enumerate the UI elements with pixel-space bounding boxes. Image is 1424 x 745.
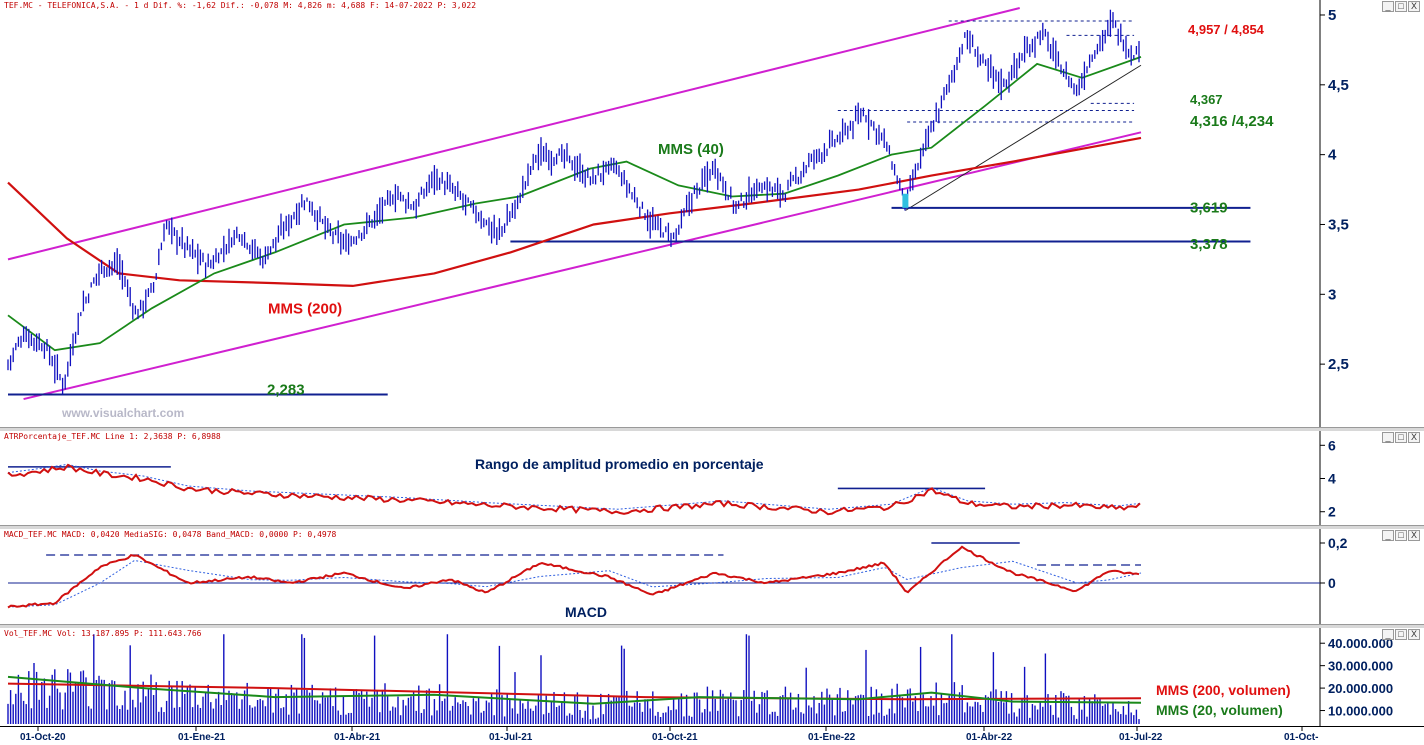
macd-panel-window-buttons: _ □ X xyxy=(1381,530,1420,541)
x-tick-label: 01-Oct- xyxy=(1284,732,1318,743)
maximize-icon[interactable]: □ xyxy=(1395,1,1407,12)
x-tick-label: 01-Jul-21 xyxy=(489,732,533,743)
atr-panel-window-buttons: _ □ X xyxy=(1381,432,1420,443)
volume-panel-header: Vol_TEF.MC Vol: 13.187.895 P: 111.643.76… xyxy=(4,629,202,638)
macd-signal-line xyxy=(7,559,1142,608)
y-tick-label: 20.000.000 xyxy=(1328,681,1393,696)
highlight-bar xyxy=(902,193,909,208)
volume-mms20-line xyxy=(7,675,1142,705)
y-tick-label: 0 xyxy=(1328,575,1336,591)
y-tick-label: 30.000.000 xyxy=(1328,659,1393,674)
x-tick-label: 01-Oct-20 xyxy=(20,732,66,743)
macd-panel-header: MACD_TEF.MC MACD: 0,0420 MediaSIG: 0,047… xyxy=(4,530,337,539)
minimize-icon[interactable]: _ xyxy=(1382,432,1394,443)
y-tick-label: 4 xyxy=(1328,471,1336,487)
close-icon[interactable]: X xyxy=(1408,530,1420,541)
atr-line xyxy=(7,463,1141,516)
volume-legend-mms200: MMS (200, volumen) xyxy=(1156,682,1291,698)
annotation-label: MMS (200) xyxy=(268,300,342,317)
annotation-label: 4,316 /4,234 xyxy=(1190,113,1274,130)
x-tick-label: 01-Abr-21 xyxy=(334,732,381,743)
volume-panel: 40.000.000 30.000.000 20.000.000 10.000.000… xyxy=(0,628,1424,726)
maximize-icon[interactable]: □ xyxy=(1395,629,1407,640)
x-tick-label: 01-Oct-21 xyxy=(652,732,698,743)
channel-line xyxy=(7,7,1020,261)
y-tick-label: 3 xyxy=(1328,286,1336,303)
atr-chart[interactable]: 6 4 2 Rango de amplitud promedio en porcent… xyxy=(0,431,1424,529)
y-tick-label: 2 xyxy=(1328,504,1336,520)
macd-panel: 0,2 0 MACD MACD_TEF.MC MACD: 0,0420 MediaS… xyxy=(0,529,1424,627)
watermark: www.visualchart.com xyxy=(62,406,185,420)
minimize-icon[interactable]: _ xyxy=(1382,1,1394,12)
x-tick-label: 01-Abr-22 xyxy=(966,732,1013,743)
annotation-label: 2,283 xyxy=(267,381,305,398)
x-axis: 01-Oct-20 01-Ene-21 01-Abr-21 01-Jul-21 01-O… xyxy=(0,726,1424,745)
y-tick-label: 40.000.000 xyxy=(1328,636,1393,651)
x-tick-label: 01-Jul-22 xyxy=(1119,732,1163,743)
atr-title: Rango de amplitud promedio en porcentaje xyxy=(475,456,764,472)
close-icon[interactable]: X xyxy=(1408,432,1420,443)
annotation-label: 4,367 xyxy=(1190,92,1223,107)
x-axis-ticks: 01-Oct-20 01-Ene-21 01-Abr-21 01-Jul-21 01-O… xyxy=(20,727,1318,743)
x-tick-label: 01-Ene-22 xyxy=(808,732,856,743)
channel-line xyxy=(23,131,1142,401)
minimize-icon[interactable]: _ xyxy=(1382,530,1394,541)
y-tick-label: 10.000.000 xyxy=(1328,704,1393,719)
close-icon[interactable]: X xyxy=(1408,629,1420,640)
maximize-icon[interactable]: □ xyxy=(1395,530,1407,541)
volume-chart[interactable]: 40.000.000 30.000.000 20.000.000 10.000.000… xyxy=(0,628,1424,726)
volume-legend-mms20: MMS (20, volumen) xyxy=(1156,702,1283,718)
atr-panel-header: ATRPorcentaje_TEF.MC Line 1: 2,3638 P: 6… xyxy=(4,432,221,441)
mms200-line xyxy=(7,136,1142,288)
price-chart[interactable]: 5 4,5 4 3,5 3 2,5 MMS (200) MMS (40) 2,283 3,619 3… xyxy=(0,0,1424,427)
annotation-label: 3,619 xyxy=(1190,200,1228,217)
trend-support-line xyxy=(905,64,1142,211)
annotation-label: 3,378 xyxy=(1190,236,1228,253)
y-tick-label: 4,5 xyxy=(1328,77,1349,94)
price-panel-header: TEF.MC - TELEFONICA,S.A. - 1 d Dif. %: -… xyxy=(4,1,477,10)
volume-panel-window-buttons: _ □ X xyxy=(1381,629,1420,640)
annotation-label: 4,957 / 4,854 xyxy=(1188,22,1265,37)
price-panel-window-buttons: _ □ X xyxy=(1381,1,1420,12)
mms40-line xyxy=(7,56,1142,352)
y-tick-label: 0,2 xyxy=(1328,535,1348,551)
macd-chart[interactable]: 0,2 0 MACD xyxy=(0,529,1424,627)
y-tick-label: 3,5 xyxy=(1328,216,1349,233)
x-tick-label: 01-Ene-21 xyxy=(178,732,226,743)
y-tick-label: 5 xyxy=(1328,7,1336,24)
price-panel: TEF.MC - TELEFONICA,S.A. - 1 d Dif. %: -… xyxy=(0,0,1424,427)
atr-panel: 6 4 2 Rango de amplitud promedio en porcent… xyxy=(0,431,1424,529)
annotation-label: MMS (40) xyxy=(658,141,724,158)
minimize-icon[interactable]: _ xyxy=(1382,629,1394,640)
y-tick-label: 6 xyxy=(1328,437,1336,453)
macd-title: MACD xyxy=(565,604,607,620)
maximize-icon[interactable]: □ xyxy=(1395,432,1407,443)
y-tick-label: 4 xyxy=(1328,147,1337,164)
macd-line xyxy=(7,545,1140,609)
y-tick-label: 2,5 xyxy=(1328,356,1349,373)
close-icon[interactable]: X xyxy=(1408,1,1420,12)
